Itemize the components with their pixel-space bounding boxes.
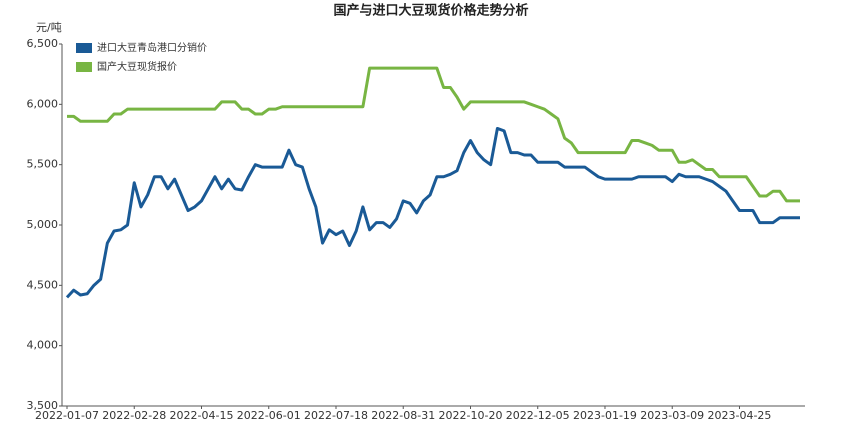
legend-label: 国产大豆现货报价 [97, 60, 177, 73]
legend-swatch [76, 43, 92, 53]
legend-swatch [76, 62, 92, 72]
y-axis-label: 元/吨 [36, 21, 62, 34]
x-tick-label: 2023-03-09 [640, 409, 704, 422]
x-tick-label: 2023-01-19 [573, 409, 637, 422]
y-tick-label: 3,500 [27, 399, 59, 412]
x-tick-label: 2022-02-28 [102, 409, 166, 422]
y-tick-label: 5,500 [27, 158, 59, 171]
y-tick-label: 5,000 [27, 218, 59, 231]
chart-title: 国产与进口大豆现货价格走势分析 [333, 3, 528, 19]
series-line [65, 126, 800, 299]
x-tick-label: 2022-01-07 [35, 409, 99, 422]
x-tick-label: 2022-06-01 [237, 409, 301, 422]
y-tick-label: 6,000 [27, 97, 59, 110]
y-tick-label: 4,000 [27, 339, 59, 352]
x-tick-label: 2023-04-25 [708, 409, 772, 422]
series-line [67, 66, 800, 203]
y-tick-label: 4,500 [27, 278, 59, 291]
x-tick-label: 2022-12-05 [506, 409, 570, 422]
x-tick-label: 2022-08-31 [371, 409, 435, 422]
x-tick-label: 2022-07-18 [304, 409, 368, 422]
legend-label: 进口大豆青岛港口分销价 [97, 41, 207, 54]
x-tick-label: 2022-04-15 [170, 409, 234, 422]
y-tick-label: 6,500 [27, 37, 59, 50]
x-tick-label: 2022-10-20 [439, 409, 503, 422]
